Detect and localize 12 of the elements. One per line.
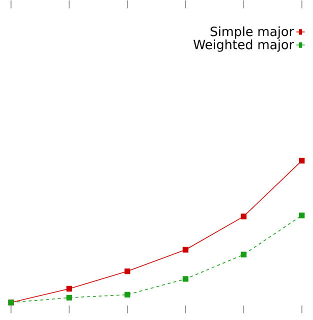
point (240, 252, 247, 258)
point (299, 212, 305, 218)
point (240, 214, 247, 220)
point (124, 268, 130, 274)
point (182, 276, 188, 282)
point (124, 292, 130, 298)
point (182, 246, 188, 253)
point (66, 294, 72, 301)
legend-label: Weighted major (194, 39, 294, 52)
point (299, 158, 305, 164)
legend-label: Simple major (210, 26, 294, 39)
point (66, 286, 72, 292)
